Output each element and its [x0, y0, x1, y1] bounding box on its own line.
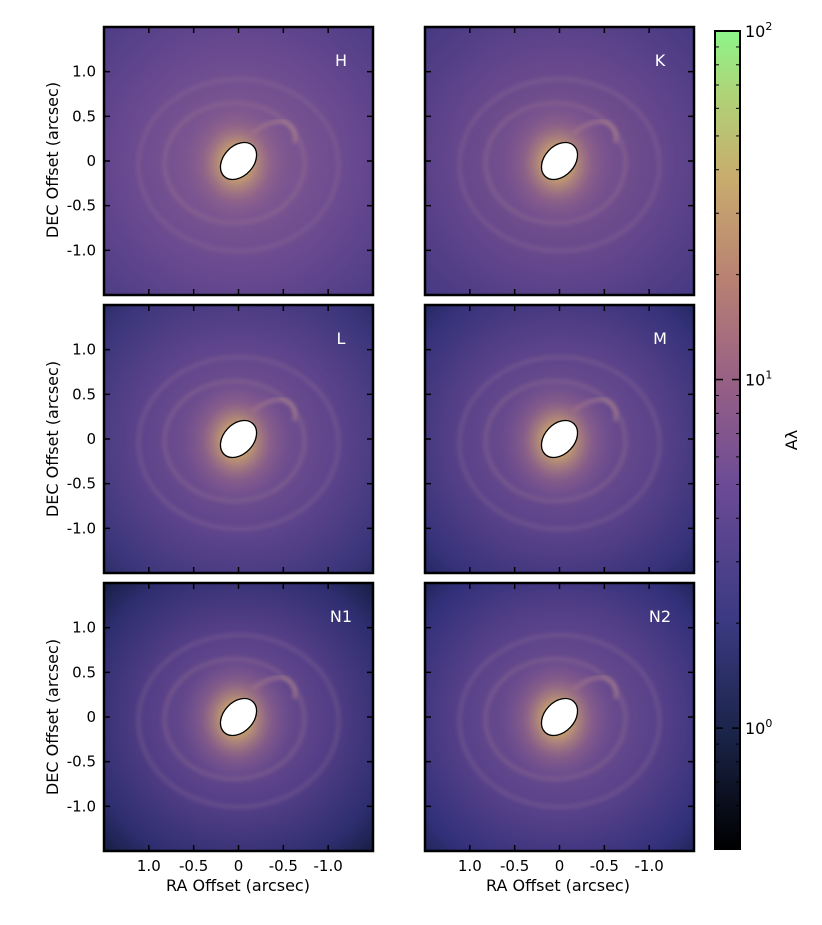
disk-ring-outer: [137, 633, 340, 809]
coronagraph-mask: [540, 697, 579, 737]
y-tick-label: 1.0: [72, 619, 96, 637]
y-tick-label: 0: [86, 708, 96, 726]
y-tick-label: 0: [86, 430, 96, 448]
panel-m: M: [423, 303, 696, 575]
panel-label: K: [655, 51, 666, 70]
panel-label: H: [335, 51, 347, 70]
y-tick-label: -0.5: [67, 197, 96, 215]
panel-image: [104, 583, 373, 851]
disk-ring-outer: [137, 77, 340, 253]
x-tick-label: 1.0: [458, 857, 482, 875]
colorbar-tick-label: 101: [745, 369, 772, 390]
x-tick-label: -0.5: [590, 857, 619, 875]
panel-n1: 1.0 -0.5 0 -0.5 -1.0 1.0 0.5 0 -0.5 -1.0 N1: [67, 581, 375, 875]
ylabel-bottom: DEC Offset (arcsec): [43, 639, 62, 795]
x-tick-label: -0.5: [179, 857, 208, 875]
disk-ring-outer: [458, 633, 661, 809]
x-tick-label: 1.0: [137, 857, 161, 875]
y-tick-label: 0: [86, 152, 96, 170]
panel-n2: 1.0 -0.5 0 -0.5 -1.0 N2: [423, 581, 696, 875]
y-tick-label: 0.5: [72, 385, 96, 403]
y-tick-label: 0.5: [72, 107, 96, 125]
disk-ring-outer: [458, 355, 661, 531]
coronagraph-mask: [219, 419, 258, 459]
y-tick-label: 0.5: [72, 663, 96, 681]
panel-label: L: [337, 329, 346, 348]
panel-h: 1.0 0.5 0 -0.5 -1.0 H: [67, 25, 375, 297]
colorbar-gradient: [714, 30, 741, 850]
xlabel-right: RA Offset (arcsec): [486, 876, 630, 895]
panel-label: M: [653, 329, 667, 348]
panel-label: N2: [649, 607, 671, 626]
panel-label: N1: [330, 607, 352, 626]
colorbar-tick-label: 102: [745, 20, 772, 41]
y-tick-label: 1.0: [72, 341, 96, 359]
x-tick-label: -1.0: [314, 857, 343, 875]
colorbar-label: Aλ: [782, 430, 801, 450]
panel-image: [425, 27, 694, 295]
y-tick-label: -0.5: [67, 475, 96, 493]
panel-grid: 1.0 0.5 0 -0.5 -1.0 H K 1.0 0.5 0 -0.5 -1.0 L M 1.0 -0.…: [67, 25, 696, 875]
colorbar: 100 101 102 Aλ: [714, 20, 801, 850]
colorbar-ticks: 100 101 102: [715, 20, 772, 834]
y-tick-label: -0.5: [67, 753, 96, 771]
x-tick-label: -0.5: [500, 857, 529, 875]
disk-ring-outer: [458, 77, 661, 253]
y-tick-label: -1.0: [67, 797, 96, 815]
y-tick-label: -1.0: [67, 241, 96, 259]
y-tick-label: -1.0: [67, 519, 96, 537]
colorbar-tick-label: 100: [745, 717, 772, 738]
panel-l: 1.0 0.5 0 -0.5 -1.0 L: [67, 303, 375, 575]
panel-image: [425, 583, 694, 851]
x-tick-label: -0.5: [269, 857, 298, 875]
disk-ring-outer: [137, 355, 340, 531]
x-tick-label: -1.0: [635, 857, 664, 875]
x-tick-label: 0: [555, 857, 565, 875]
coronagraph-mask: [219, 141, 258, 181]
coronagraph-mask: [540, 419, 579, 459]
panel-k: K: [423, 25, 696, 297]
ylabel-top: DEC Offset (arcsec): [43, 82, 62, 238]
panel-image: [425, 305, 694, 573]
coronagraph-mask: [219, 697, 258, 737]
y-tick-label: 1.0: [72, 63, 96, 81]
ylabel-middle: DEC Offset (arcsec): [43, 361, 62, 517]
xlabel-left: RA Offset (arcsec): [166, 876, 310, 895]
coronagraph-mask: [540, 141, 579, 181]
x-tick-label: 0: [234, 857, 244, 875]
panel-image: [104, 27, 373, 295]
panel-image: [104, 305, 373, 573]
